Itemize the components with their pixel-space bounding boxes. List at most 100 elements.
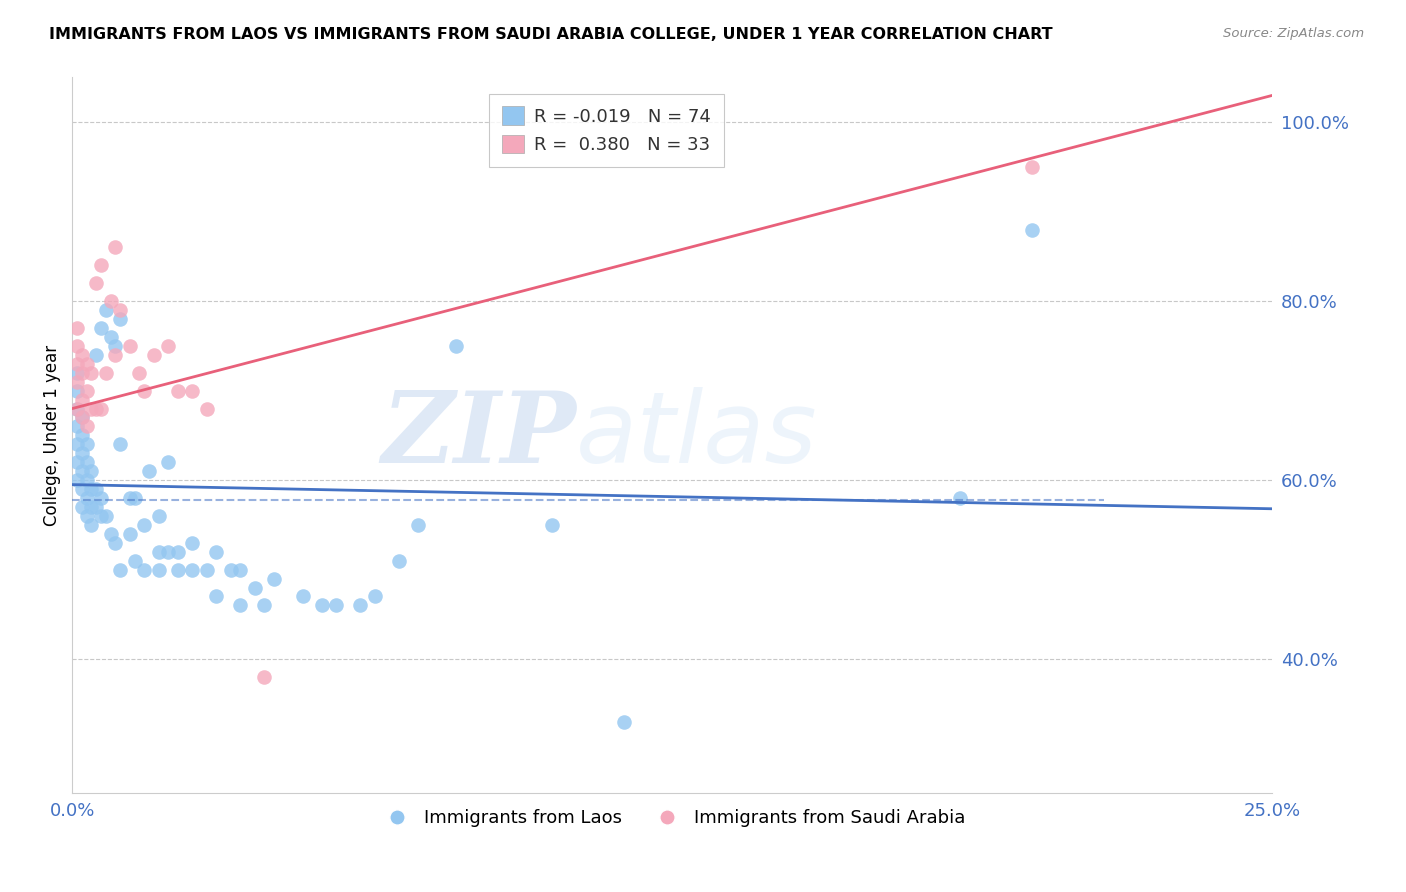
Point bbox=[90, 401, 112, 416]
Point bbox=[70, 500, 93, 514]
Point bbox=[157, 339, 180, 353]
Point bbox=[80, 464, 103, 478]
Point bbox=[76, 384, 98, 398]
Point bbox=[110, 563, 132, 577]
Point bbox=[195, 401, 218, 416]
Point bbox=[349, 599, 371, 613]
Point bbox=[110, 303, 132, 318]
Point bbox=[118, 491, 141, 505]
Legend: Immigrants from Laos, Immigrants from Saudi Arabia: Immigrants from Laos, Immigrants from Sa… bbox=[371, 802, 973, 834]
Point bbox=[66, 339, 89, 353]
Point bbox=[219, 563, 242, 577]
Point bbox=[104, 535, 127, 549]
Point bbox=[76, 437, 98, 451]
Point bbox=[66, 321, 89, 335]
Point bbox=[76, 357, 98, 371]
Point bbox=[66, 401, 89, 416]
Point bbox=[90, 258, 112, 272]
Point bbox=[446, 339, 468, 353]
Point bbox=[70, 366, 93, 380]
Point bbox=[118, 339, 141, 353]
Point bbox=[84, 500, 107, 514]
Point bbox=[70, 410, 93, 425]
Point bbox=[90, 508, 112, 523]
Point bbox=[311, 599, 333, 613]
Text: Source: ZipAtlas.com: Source: ZipAtlas.com bbox=[1223, 27, 1364, 40]
Point bbox=[110, 437, 132, 451]
Point bbox=[166, 545, 188, 559]
Point bbox=[84, 348, 107, 362]
Point bbox=[263, 572, 285, 586]
Point bbox=[80, 500, 103, 514]
Point bbox=[66, 455, 89, 469]
Point bbox=[66, 357, 89, 371]
Text: IMMIGRANTS FROM LAOS VS IMMIGRANTS FROM SAUDI ARABIA COLLEGE, UNDER 1 YEAR CORRE: IMMIGRANTS FROM LAOS VS IMMIGRANTS FROM … bbox=[49, 27, 1053, 42]
Point bbox=[84, 401, 107, 416]
Point bbox=[243, 581, 266, 595]
Point bbox=[142, 348, 165, 362]
Point bbox=[80, 401, 103, 416]
Point bbox=[157, 455, 180, 469]
Point bbox=[291, 590, 314, 604]
Point bbox=[541, 517, 564, 532]
Point bbox=[100, 330, 122, 344]
Text: atlas: atlas bbox=[576, 387, 818, 483]
Point bbox=[76, 473, 98, 487]
Point bbox=[124, 491, 146, 505]
Point bbox=[90, 321, 112, 335]
Point bbox=[949, 491, 972, 505]
Point bbox=[80, 366, 103, 380]
Point bbox=[104, 339, 127, 353]
Point bbox=[118, 526, 141, 541]
Point bbox=[134, 517, 156, 532]
Point bbox=[253, 670, 276, 684]
Point bbox=[100, 526, 122, 541]
Point bbox=[84, 277, 107, 291]
Point bbox=[388, 554, 411, 568]
Point bbox=[253, 599, 276, 613]
Point bbox=[84, 482, 107, 496]
Point bbox=[66, 384, 89, 398]
Point bbox=[66, 419, 89, 434]
Point bbox=[181, 563, 204, 577]
Point bbox=[80, 482, 103, 496]
Point bbox=[406, 517, 429, 532]
Point bbox=[205, 590, 228, 604]
Point bbox=[205, 545, 228, 559]
Point bbox=[90, 491, 112, 505]
Point bbox=[104, 240, 127, 254]
Point bbox=[166, 384, 188, 398]
Text: ZIP: ZIP bbox=[381, 387, 576, 483]
Point bbox=[76, 455, 98, 469]
Point bbox=[66, 366, 89, 380]
Point bbox=[70, 482, 93, 496]
Point bbox=[76, 491, 98, 505]
Point bbox=[134, 384, 156, 398]
Point bbox=[157, 545, 180, 559]
Point bbox=[134, 563, 156, 577]
Point bbox=[148, 545, 170, 559]
Point bbox=[148, 508, 170, 523]
Point bbox=[70, 428, 93, 442]
Point bbox=[1021, 160, 1043, 174]
Point bbox=[613, 714, 636, 729]
Point bbox=[70, 392, 93, 407]
Point bbox=[76, 508, 98, 523]
Point bbox=[128, 366, 150, 380]
Point bbox=[66, 401, 89, 416]
Point bbox=[70, 410, 93, 425]
Point bbox=[181, 384, 204, 398]
Point bbox=[70, 446, 93, 460]
Y-axis label: College, Under 1 year: College, Under 1 year bbox=[44, 345, 60, 526]
Point bbox=[76, 419, 98, 434]
Point bbox=[70, 348, 93, 362]
Point bbox=[94, 303, 117, 318]
Point bbox=[124, 554, 146, 568]
Point bbox=[94, 508, 117, 523]
Point bbox=[66, 375, 89, 389]
Point bbox=[110, 312, 132, 326]
Point bbox=[195, 563, 218, 577]
Point bbox=[363, 590, 385, 604]
Point bbox=[229, 563, 252, 577]
Point bbox=[148, 563, 170, 577]
